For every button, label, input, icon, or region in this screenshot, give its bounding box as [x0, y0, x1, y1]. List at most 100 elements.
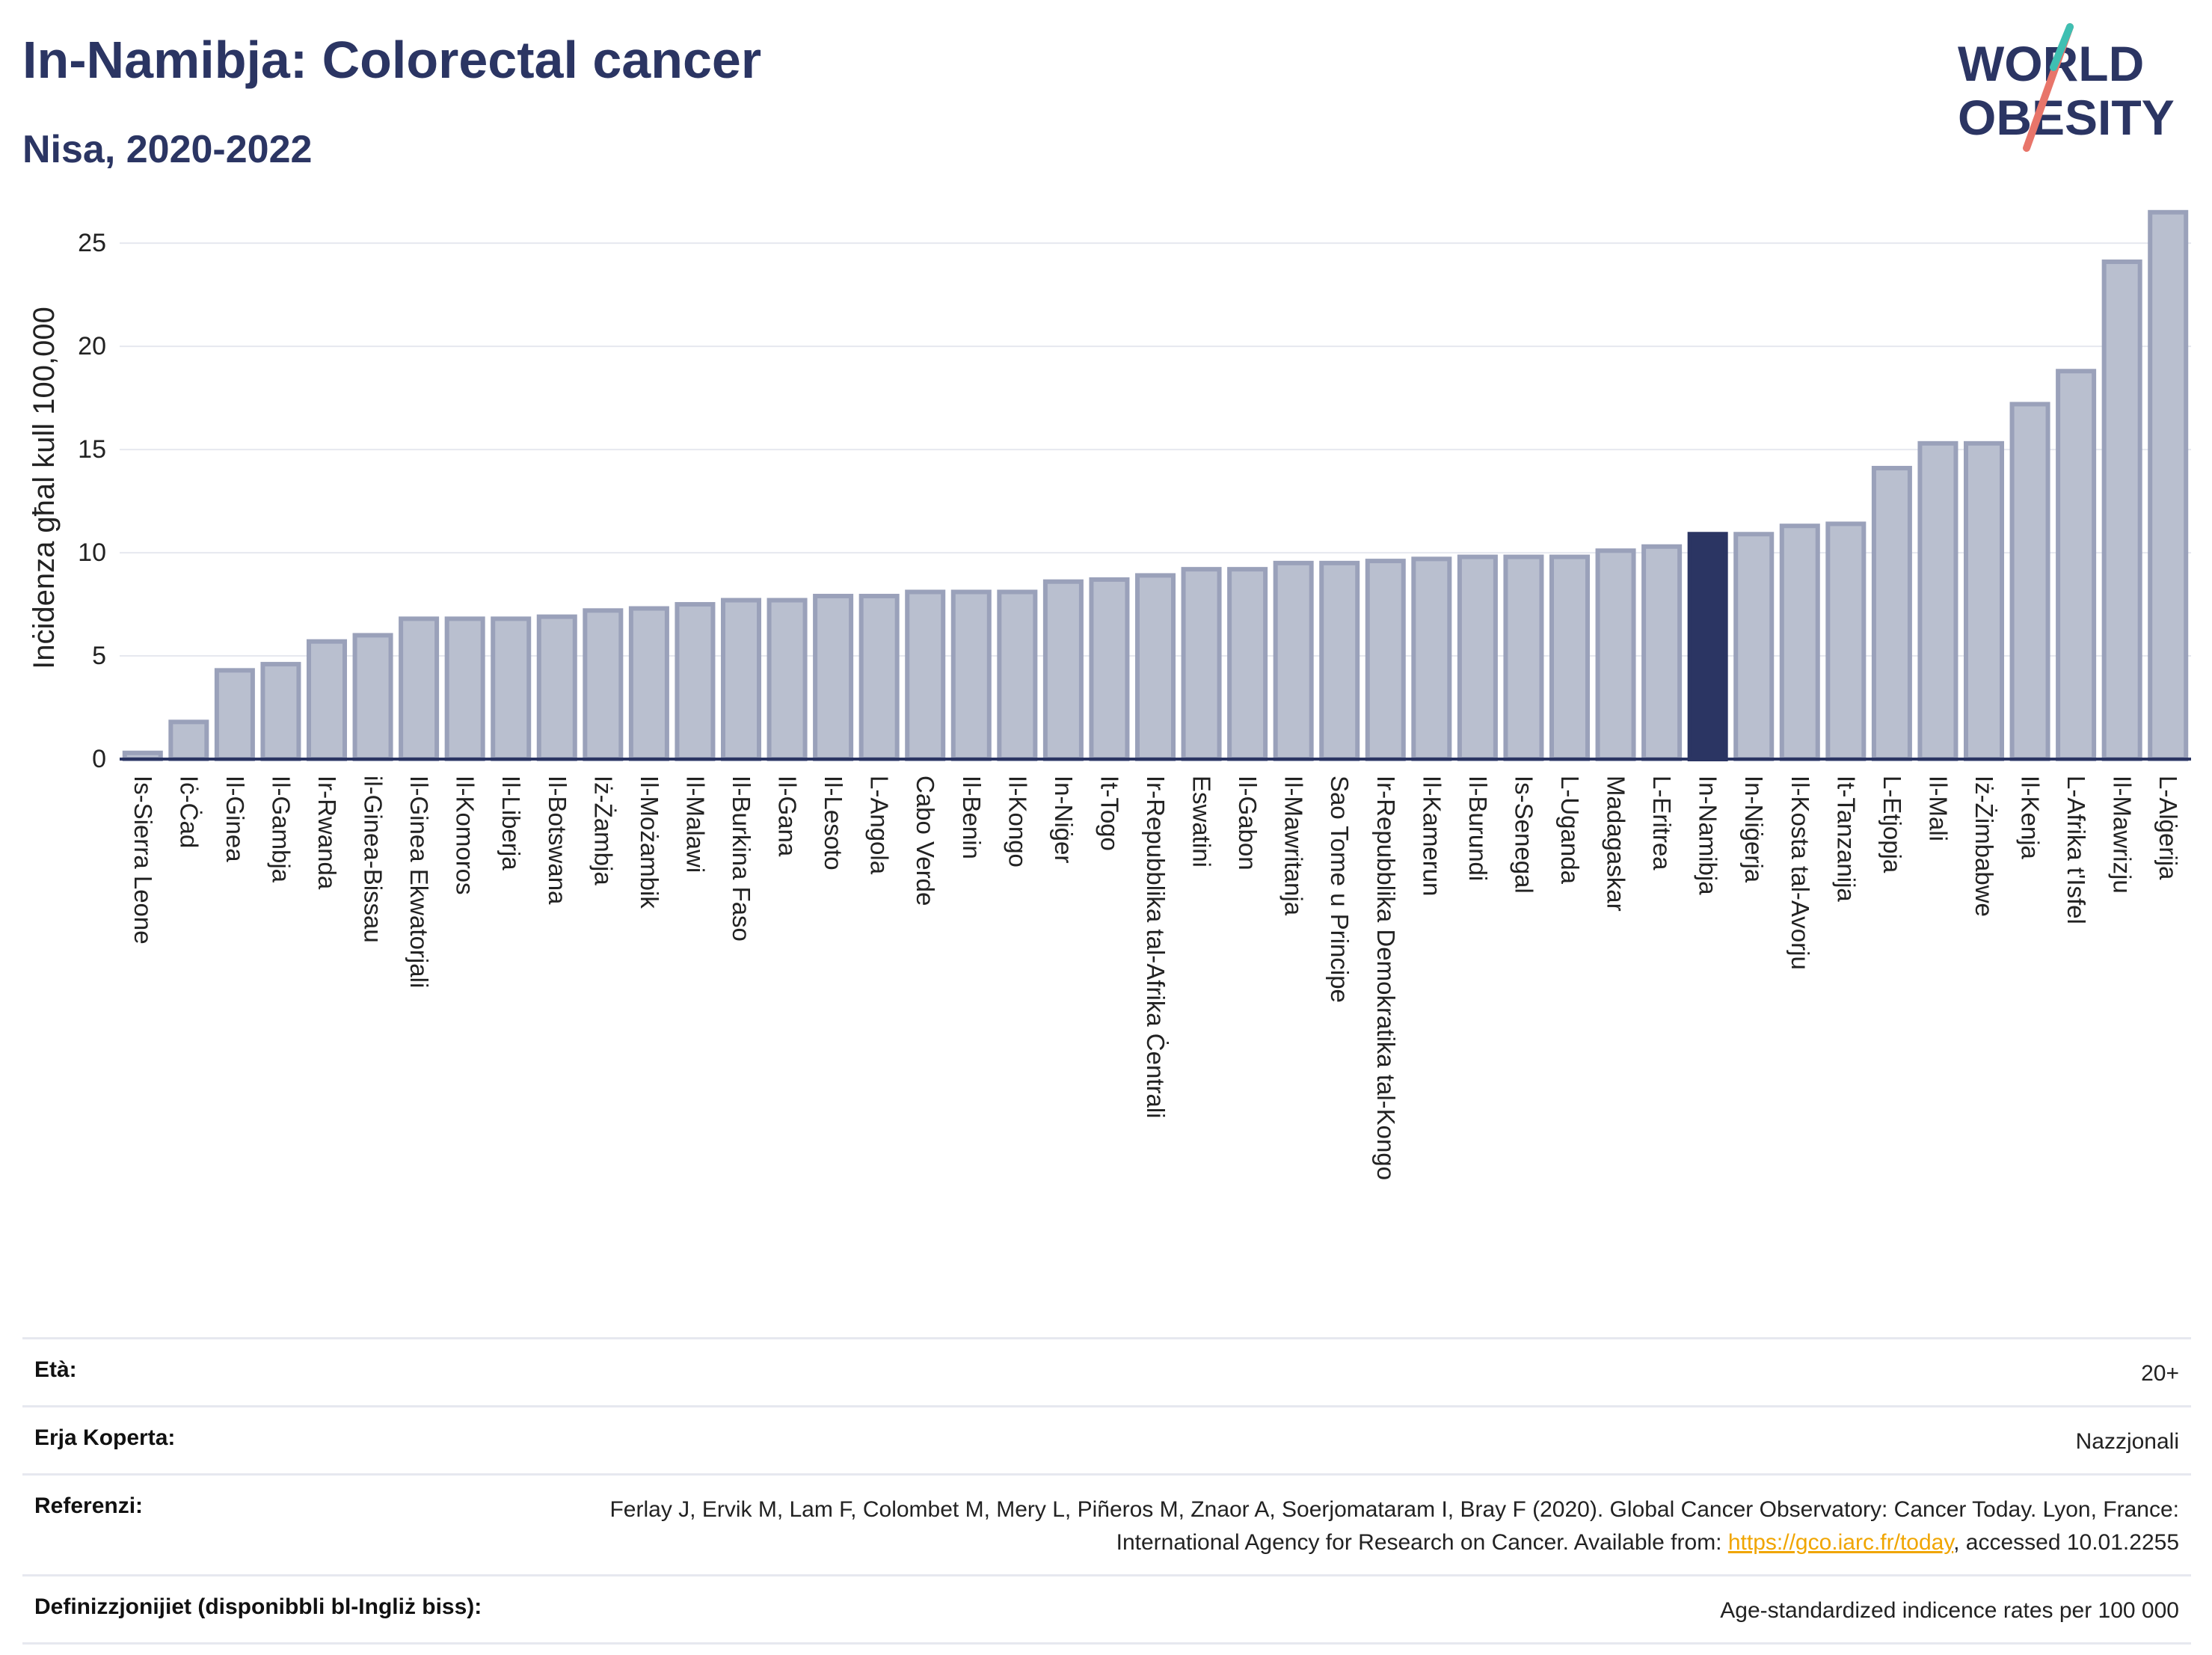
bar [1595, 548, 1636, 761]
bar [766, 598, 808, 762]
bar [444, 616, 485, 761]
bar [2101, 260, 2142, 762]
meta-ref-text-2: , accessed 10.01.2255 [1953, 1530, 2179, 1555]
bar [491, 616, 532, 761]
x-tick-label: In-Niġerja [1740, 776, 1768, 883]
y-tick-label: 5 [92, 642, 106, 670]
x-tick-label: Iż-Żambja [589, 776, 617, 885]
bar [1411, 556, 1452, 762]
chart-title: In-Namibja: Colorectal cancer [22, 31, 762, 89]
x-tick-label: Il-Kamerun [1418, 776, 1446, 896]
x-tick-label: Il-Lesoto [820, 776, 847, 871]
y-tick-label: 0 [92, 745, 106, 773]
bar [1227, 567, 1268, 761]
x-tick-label: Il-Liberja [497, 776, 525, 871]
x-tick-label: Ir-Repubblika tal-Afrika Ċentrali [1142, 776, 1170, 1119]
y-tick-label: 15 [78, 435, 106, 464]
meta-def-value: Age-standardized indicence rates per 100… [1720, 1598, 2179, 1623]
x-tick-label: Il-Burkina Faso [728, 776, 755, 942]
x-tick-label: Is-Sierra Leone [129, 776, 157, 945]
x-tick-label: Ir-Rwanda [313, 776, 341, 890]
bar [352, 633, 393, 762]
x-tick-label: Il-Benin [958, 776, 986, 859]
bar [2148, 209, 2189, 761]
x-tick-label: Il-Mawritanja [1280, 776, 1308, 916]
bar [1365, 559, 1406, 761]
bar [1503, 554, 1544, 761]
x-tick-label: Il-Gambja [267, 776, 295, 883]
bar [2009, 402, 2050, 761]
bar [1963, 440, 2005, 761]
meta-def-label: Definizzjonijiet (disponibbli bl-Ingliż … [34, 1594, 482, 1619]
y-tick-label: 20 [78, 332, 106, 360]
meta-age-value: 20+ [2141, 1361, 2179, 1386]
bar [1825, 521, 1867, 761]
x-tick-label: Il-Możambik [636, 776, 663, 909]
x-tick-label: Il-Ginea Ekwatorjali [405, 776, 433, 988]
x-tick-label: In-Niġer [1050, 776, 1078, 863]
x-tick-label: Eswatini [1188, 776, 1216, 868]
bar [1457, 554, 1498, 761]
bar [1134, 573, 1176, 761]
x-tick-label: L-Etjopja [1878, 776, 1906, 873]
x-tick-label: Il-Burundi [1464, 776, 1492, 881]
x-tick-label: Il-Kenja [2017, 776, 2044, 860]
x-tick-label: Il-Gabon [1234, 776, 1262, 871]
meta-age-label: Età: [34, 1357, 77, 1382]
meta-ref-value: Ferlay J, Ervik M, Lam F, Colombet M, Me… [571, 1493, 2179, 1559]
x-tick-label: Il-Mali [1924, 776, 1952, 841]
x-tick-label: il-Ginea-Bissau [360, 776, 387, 943]
meta-area-value: Nazzjonali [2075, 1429, 2179, 1454]
bar [306, 639, 348, 761]
x-tick-label: L-Eritrea [1648, 776, 1676, 871]
y-axis-label: Inċidenza għal kull 100,000 [28, 307, 61, 669]
bar-highlight [1687, 532, 1728, 761]
x-tick-label: Il-Kongo [1004, 776, 1031, 868]
meta-row-references: Referenzi: Ferlay J, Ervik M, Lam F, Col… [22, 1473, 2191, 1574]
logo-slash-teal [2050, 23, 2074, 71]
x-tick-label: Il-Komoros [452, 776, 479, 895]
meta-row-age: Età: 20+ [22, 1337, 2191, 1405]
bar [399, 616, 440, 761]
bar [950, 589, 992, 761]
x-tick-label: Sao Tome u Principe [1326, 776, 1354, 1003]
meta-row-definitions: Definizzjonijiet (disponibbli bl-Ingliż … [22, 1574, 2191, 1645]
bar [1917, 440, 1958, 761]
bar [1319, 560, 1360, 761]
chart-subtitle: Nisa, 2020-2022 [22, 128, 313, 171]
x-tick-label: L-Afrika t'Isfel [2062, 776, 2090, 924]
bar [813, 594, 854, 761]
bar [583, 608, 624, 761]
x-tick-label: Il-Kosta tal-Avorju [1787, 776, 1814, 970]
bar [1042, 579, 1084, 761]
bar [1273, 560, 1314, 761]
meta-row-area: Erja Koperta: Nazzjonali [22, 1405, 2191, 1473]
bar [1779, 523, 1820, 761]
x-tick-label: Is-Senegal [1510, 776, 1537, 894]
bar [260, 662, 301, 762]
bar [1871, 465, 1912, 761]
bar [1181, 567, 1222, 761]
bar [997, 589, 1038, 761]
x-tick-label: Il-Ginea [221, 776, 249, 862]
bar [1641, 544, 1683, 762]
meta-ref-link[interactable]: https://gco.iarc.fr/today [1727, 1530, 1954, 1555]
x-tick-label: Iċ-Ċad [175, 776, 203, 848]
bar [720, 598, 762, 762]
meta-ref-label: Referenzi: [34, 1493, 144, 1518]
bar [905, 589, 946, 761]
meta-area-label: Erja Koperta: [34, 1425, 176, 1450]
bar [675, 602, 716, 761]
x-tick-label: Ir-Repubblika Demokratika tal-Kongo [1372, 776, 1400, 1180]
y-tick-label: 10 [78, 538, 106, 567]
bar [858, 594, 900, 761]
logo-line2: OBESITY [1958, 90, 2175, 145]
bar [2056, 369, 2097, 761]
x-tick-label: Il-Botswana [544, 776, 571, 905]
x-tick-label: It-Togo [1096, 776, 1123, 851]
bar [168, 719, 209, 761]
x-tick-label: Il-Malawi [681, 776, 709, 873]
bar [536, 614, 577, 761]
metadata-table: Età: 20+ Erja Koperta: Nazzjonali Refere… [22, 1337, 2191, 1645]
bar [1089, 577, 1130, 762]
